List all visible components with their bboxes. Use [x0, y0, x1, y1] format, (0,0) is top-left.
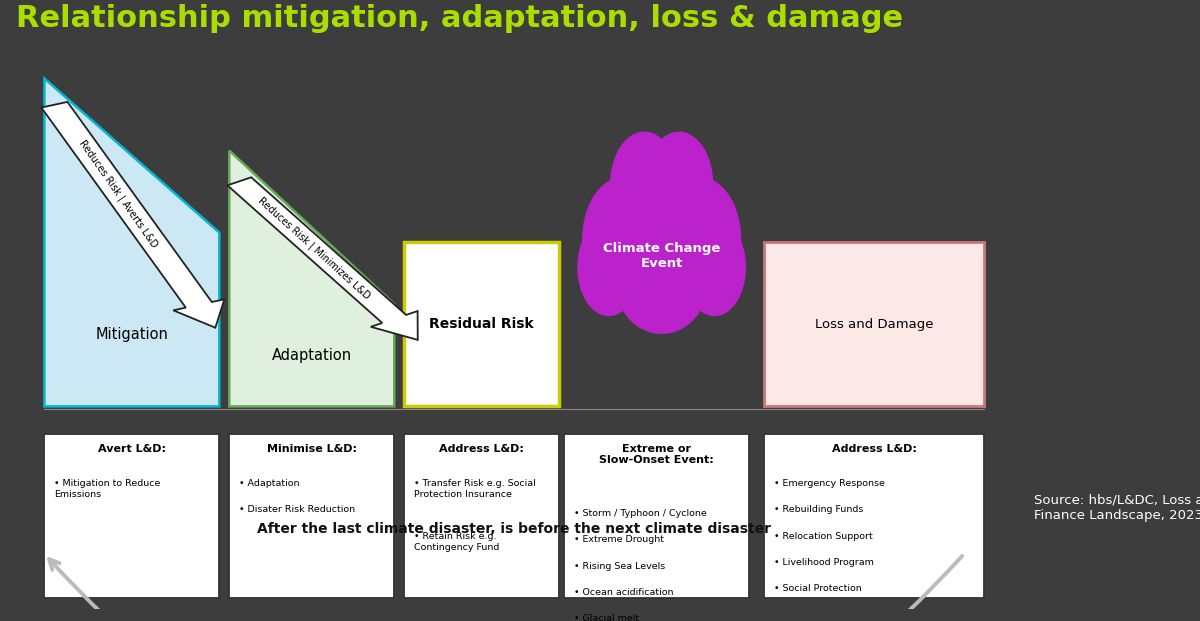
Text: • Livelihood Program: • Livelihood Program — [774, 558, 874, 567]
FancyBboxPatch shape — [764, 242, 984, 406]
Text: Loss and Damage: Loss and Damage — [815, 318, 934, 331]
Text: • Storm / Typhoon / Cyclone: • Storm / Typhoon / Cyclone — [574, 509, 707, 518]
Text: • Retain Risk e.g.
Contingency Fund: • Retain Risk e.g. Contingency Fund — [414, 532, 499, 551]
FancyArrow shape — [41, 102, 224, 328]
FancyArrow shape — [227, 178, 418, 340]
Ellipse shape — [578, 219, 640, 315]
Text: Residual Risk: Residual Risk — [430, 317, 534, 332]
Text: • Relocation Support: • Relocation Support — [774, 532, 872, 540]
Text: • Disater Risk Reduction: • Disater Risk Reduction — [239, 505, 355, 514]
FancyBboxPatch shape — [44, 433, 220, 597]
Text: Extreme or
Slow-Onset Event:: Extreme or Slow-Onset Event: — [599, 443, 714, 465]
Text: Climate Change
Event: Climate Change Event — [602, 242, 720, 270]
Text: Avert L&D:: Avert L&D: — [98, 443, 166, 453]
Text: • Adaptation: • Adaptation — [239, 479, 300, 488]
Ellipse shape — [616, 229, 708, 333]
FancyBboxPatch shape — [564, 433, 749, 597]
Polygon shape — [229, 151, 395, 406]
Text: • Emergency Response: • Emergency Response — [774, 479, 884, 488]
FancyBboxPatch shape — [404, 242, 559, 406]
Text: After the last climate disaster, is before the next climate disaster: After the last climate disaster, is befo… — [257, 522, 772, 537]
Text: Address L&D:: Address L&D: — [439, 443, 524, 453]
FancyBboxPatch shape — [229, 433, 395, 597]
Text: • Glacial melt: • Glacial melt — [574, 614, 640, 621]
FancyArrowPatch shape — [49, 556, 962, 621]
Text: • Social Protection: • Social Protection — [774, 584, 862, 593]
Text: Address L&D:: Address L&D: — [832, 443, 917, 453]
Text: • Ocean acidification: • Ocean acidification — [574, 588, 673, 597]
Ellipse shape — [611, 132, 678, 237]
FancyBboxPatch shape — [404, 433, 559, 597]
Polygon shape — [44, 78, 220, 406]
Text: Mitigation: Mitigation — [96, 327, 168, 342]
Text: • Rising Sea Levels: • Rising Sea Levels — [574, 561, 666, 571]
Text: • Extreme Drought: • Extreme Drought — [574, 535, 664, 545]
FancyBboxPatch shape — [764, 433, 984, 597]
Text: Reduces Risk | Minimizes L&D: Reduces Risk | Minimizes L&D — [256, 195, 372, 301]
Ellipse shape — [660, 178, 740, 302]
Text: Reduces Risk | Averts L&D: Reduces Risk | Averts L&D — [78, 138, 160, 250]
Ellipse shape — [583, 178, 664, 302]
Text: • Transfer Risk e.g. Social
Protection Insurance: • Transfer Risk e.g. Social Protection I… — [414, 479, 536, 499]
Text: Relationship mitigation, adaptation, loss & damage: Relationship mitigation, adaptation, los… — [16, 4, 902, 34]
Ellipse shape — [646, 132, 713, 237]
Text: Minimise L&D:: Minimise L&D: — [266, 443, 356, 453]
Text: • Mitigation to Reduce
Emissions: • Mitigation to Reduce Emissions — [54, 479, 161, 499]
Text: • Rebuilding Funds: • Rebuilding Funds — [774, 505, 864, 514]
Ellipse shape — [608, 152, 714, 311]
Text: Adaptation: Adaptation — [271, 348, 352, 363]
Text: Source: hbs/L&DC, Loss and Damage
Finance Landscape, 2023: Source: hbs/L&DC, Loss and Damage Financ… — [1034, 494, 1200, 522]
Ellipse shape — [684, 219, 745, 315]
